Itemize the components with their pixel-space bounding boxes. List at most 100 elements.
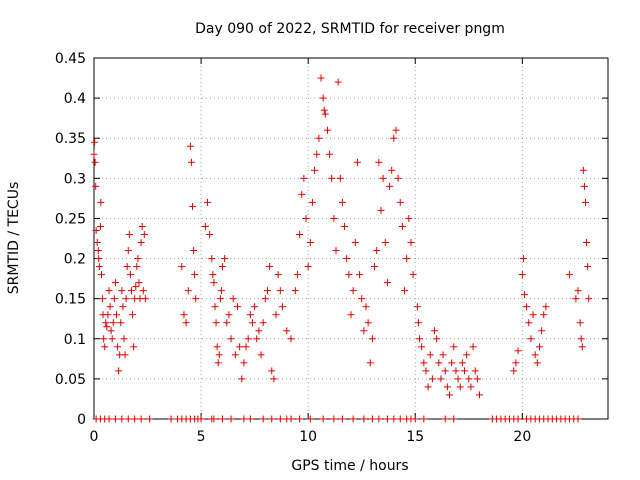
data-point bbox=[469, 343, 477, 351]
y-tick-label: 0.3 bbox=[64, 171, 86, 187]
data-point bbox=[446, 391, 454, 399]
data-point bbox=[426, 351, 434, 359]
data-point bbox=[332, 247, 340, 255]
data-point bbox=[103, 323, 111, 331]
data-point bbox=[381, 239, 389, 247]
data-point bbox=[99, 295, 107, 303]
chart-title: Day 090 of 2022, SRMTID for receiver png… bbox=[195, 21, 505, 37]
data-point bbox=[231, 351, 239, 359]
data-point bbox=[375, 158, 383, 166]
data-point bbox=[577, 335, 585, 343]
y-tick-label: 0.1 bbox=[64, 332, 86, 348]
data-point bbox=[266, 263, 274, 271]
data-point bbox=[120, 335, 128, 343]
data-point bbox=[448, 359, 456, 367]
data-point bbox=[246, 415, 254, 423]
data-point bbox=[244, 335, 252, 343]
data-point bbox=[306, 415, 314, 423]
data-point bbox=[255, 327, 263, 335]
x-tick-label: 15 bbox=[406, 429, 424, 445]
data-point bbox=[126, 271, 134, 279]
data-point bbox=[217, 287, 225, 295]
data-point bbox=[270, 375, 278, 383]
data-point bbox=[192, 295, 200, 303]
data-point bbox=[390, 415, 398, 423]
data-point bbox=[238, 375, 246, 383]
data-point bbox=[341, 222, 349, 230]
data-point bbox=[353, 158, 361, 166]
data-point bbox=[94, 247, 102, 255]
data-point bbox=[114, 343, 122, 351]
data-point bbox=[130, 343, 138, 351]
data-point bbox=[186, 142, 194, 150]
data-point bbox=[519, 255, 527, 263]
data-point bbox=[439, 351, 447, 359]
data-point bbox=[338, 415, 346, 423]
data-point bbox=[435, 359, 443, 367]
data-point bbox=[379, 174, 387, 182]
data-point bbox=[274, 271, 282, 279]
data-point bbox=[413, 303, 421, 311]
data-point bbox=[510, 367, 518, 375]
data-point bbox=[409, 271, 417, 279]
data-point bbox=[257, 351, 265, 359]
data-point bbox=[97, 271, 105, 279]
data-point bbox=[319, 94, 327, 102]
data-point bbox=[90, 150, 98, 158]
data-point bbox=[452, 367, 460, 375]
data-point bbox=[216, 295, 224, 303]
data-point bbox=[105, 287, 113, 295]
data-point bbox=[248, 319, 256, 327]
data-point bbox=[105, 415, 113, 423]
y-axis-label: SRMTID / TECUs bbox=[6, 182, 22, 295]
data-point bbox=[306, 239, 314, 247]
data-point bbox=[371, 263, 379, 271]
data-point bbox=[92, 226, 100, 234]
data-point bbox=[190, 247, 198, 255]
data-point bbox=[450, 343, 458, 351]
data-point bbox=[268, 367, 276, 375]
data-point bbox=[302, 214, 310, 222]
data-point bbox=[215, 351, 223, 359]
data-point bbox=[326, 150, 334, 158]
x-tick-label: 10 bbox=[299, 429, 317, 445]
data-point bbox=[93, 239, 101, 247]
data-point bbox=[242, 343, 250, 351]
data-point bbox=[319, 415, 327, 423]
data-point bbox=[362, 303, 370, 311]
data-point bbox=[210, 415, 218, 423]
data-point bbox=[132, 283, 140, 291]
data-point bbox=[358, 295, 366, 303]
data-point bbox=[189, 202, 197, 210]
data-point bbox=[210, 279, 218, 287]
data-point bbox=[533, 359, 541, 367]
y-tick-label: 0.25 bbox=[55, 211, 86, 227]
y-axis: 0 0.05 0.1 0.15 0.2 0.25 0.3 0.35 0.4 0.45 bbox=[55, 51, 608, 428]
data-point bbox=[411, 415, 419, 423]
data-point bbox=[347, 311, 355, 319]
data-point bbox=[542, 303, 550, 311]
data-point bbox=[518, 271, 526, 279]
data-point bbox=[345, 271, 353, 279]
data-point bbox=[360, 327, 368, 335]
data-point bbox=[223, 319, 231, 327]
data-point bbox=[514, 347, 522, 355]
data-point bbox=[138, 222, 146, 230]
data-point bbox=[525, 319, 533, 327]
data-point bbox=[131, 415, 139, 423]
data-point bbox=[574, 287, 582, 295]
y-tick-label: 0.4 bbox=[64, 91, 86, 107]
data-point bbox=[182, 319, 190, 327]
data-point bbox=[540, 311, 548, 319]
data-point bbox=[91, 138, 99, 146]
data-point bbox=[424, 383, 432, 391]
data-point bbox=[454, 375, 462, 383]
data-point bbox=[364, 319, 372, 327]
data-point bbox=[123, 263, 131, 271]
data-point bbox=[465, 375, 473, 383]
data-point bbox=[583, 239, 591, 247]
data-point bbox=[112, 311, 120, 319]
data-point bbox=[97, 198, 105, 206]
data-point bbox=[321, 110, 329, 118]
data-point bbox=[373, 247, 381, 255]
